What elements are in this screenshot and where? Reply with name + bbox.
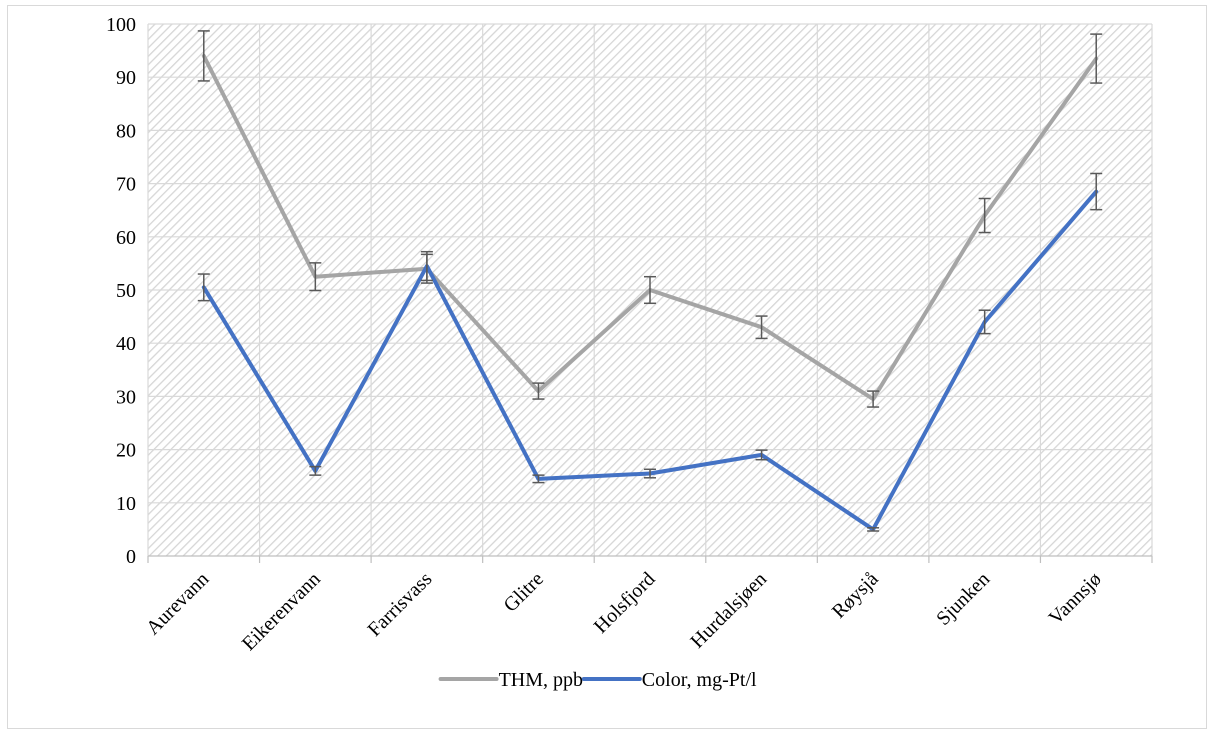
x-tick-label: Eikerenvann — [238, 568, 325, 655]
error-bar — [532, 382, 545, 400]
error-bar — [755, 315, 768, 340]
legend-item-1: THM, ppb — [438, 669, 583, 691]
error-bar — [420, 250, 433, 282]
error-bar — [1090, 172, 1103, 211]
gridlines — [147, 23, 1153, 556]
error-bar — [197, 273, 210, 302]
error-bar — [309, 262, 322, 292]
error-bar — [867, 390, 880, 408]
y-tick-label: 20 — [116, 440, 136, 462]
y-axis-tick-labels: 0 10 20 30 40 50 60 70 80 90 100 — [106, 14, 136, 568]
x-tick-label: Røysjå — [828, 568, 883, 623]
error-bar — [1090, 33, 1103, 84]
error-bar — [755, 449, 768, 461]
y-tick-label: 80 — [116, 120, 136, 142]
legend-item-2: Color, mg-Pt/l — [581, 669, 757, 691]
x-tick-label: Holsfjord — [590, 568, 660, 638]
y-tick-label: 90 — [116, 67, 136, 89]
x-tick-label: Hurdalsjøen — [686, 568, 771, 653]
error-bar — [644, 275, 656, 305]
error-bars — [197, 30, 1103, 532]
error-bar — [309, 465, 322, 476]
x-tick-label: Sjunken — [932, 568, 994, 630]
y-tick-label: 0 — [126, 546, 136, 568]
legend-label: THM, ppb — [499, 669, 583, 691]
x-tick-label: Glitre — [499, 568, 548, 617]
axes — [147, 555, 1153, 563]
x-tick-label: Aurevann — [142, 568, 213, 639]
y-tick-label: 10 — [116, 493, 136, 515]
y-tick-label: 50 — [116, 280, 136, 302]
x-axis-tick-labels: Aurevann Eikerenvann Farrisvass Glitre Holsf… — [142, 568, 1106, 655]
y-tick-label: 70 — [116, 174, 136, 196]
error-bar — [644, 468, 656, 479]
error-bar — [532, 474, 545, 484]
y-tick-label: 40 — [116, 333, 136, 355]
x-tick-label: Farrisvass — [364, 568, 437, 641]
legend: THM, ppb Color, mg-Pt/l — [438, 669, 757, 691]
error-bar — [867, 527, 880, 532]
y-tick-label: 30 — [116, 386, 136, 408]
error-bar — [197, 30, 210, 82]
y-tick-label: 100 — [106, 14, 136, 36]
error-bar — [978, 197, 991, 234]
y-tick-label: 60 — [116, 227, 136, 249]
error-bar — [978, 309, 991, 335]
legend-label: Color, mg-Pt/l — [642, 669, 757, 691]
x-tick-label: Vannsjø — [1045, 568, 1106, 629]
